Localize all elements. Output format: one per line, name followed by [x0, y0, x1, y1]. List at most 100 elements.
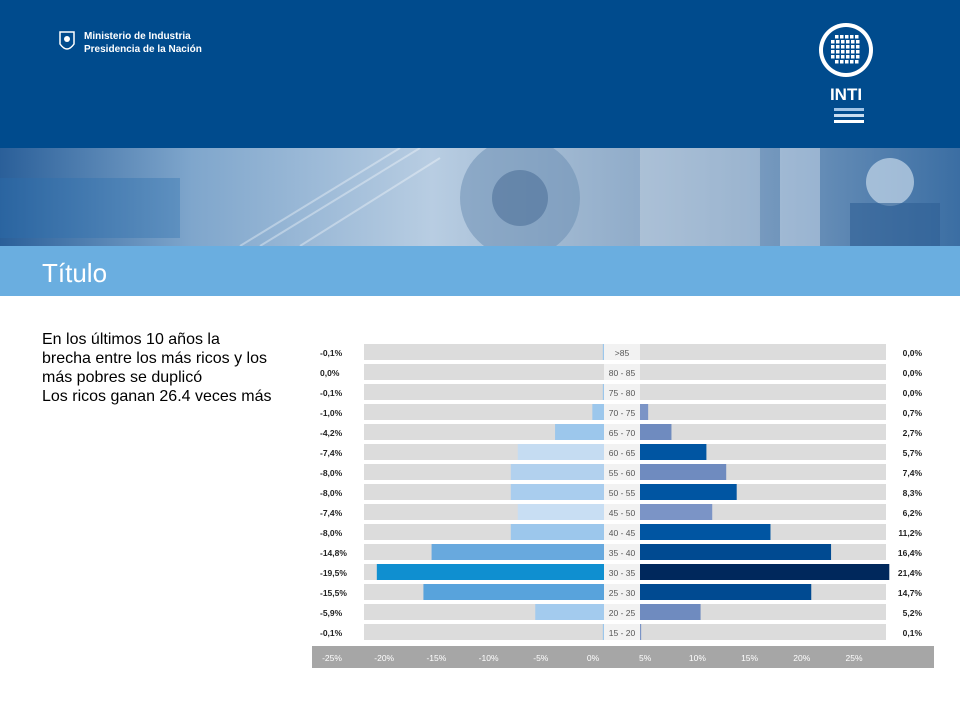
category-label: 40 - 45 [609, 528, 636, 538]
x-tick-label: 15% [741, 653, 758, 663]
right-bar [640, 444, 707, 460]
x-tick-label: -10% [479, 653, 499, 663]
inti-logo-icon: INTI [819, 23, 873, 123]
category-box [604, 584, 640, 600]
category-box [604, 484, 640, 500]
right-data-label: 14,7% [898, 588, 923, 598]
category-label: 20 - 25 [609, 608, 636, 618]
ministry-crest-icon [59, 31, 75, 50]
x-tick-label: 10% [689, 653, 706, 663]
right-data-label: 11,2% [898, 528, 922, 538]
category-label: 50 - 55 [609, 488, 636, 498]
right-data-label: 5,7% [903, 448, 923, 458]
category-box [604, 524, 640, 540]
right-bar [640, 604, 701, 620]
category-box [604, 564, 640, 580]
left-bar [535, 604, 604, 620]
title-bar [0, 246, 960, 296]
left-data-label: -8,0% [320, 488, 343, 498]
category-label: 30 - 35 [609, 568, 636, 578]
x-tick-label: 5% [639, 653, 652, 663]
right-bar [640, 584, 812, 600]
left-data-label: -0,1% [320, 348, 343, 358]
left-data-label: -4,2% [320, 428, 343, 438]
left-data-label: -0,1% [320, 388, 343, 398]
right-bar [640, 424, 672, 440]
left-data-label: -19,5% [320, 568, 347, 578]
left-bar [510, 524, 604, 540]
right-bar [640, 404, 649, 420]
category-label: 60 - 65 [609, 448, 636, 458]
right-data-label: 0,7% [903, 408, 923, 418]
left-bar [510, 464, 604, 480]
right-data-label: 16,4% [898, 548, 923, 558]
category-label: 55 - 60 [609, 468, 636, 478]
category-box [604, 404, 640, 420]
category-label: 45 - 50 [609, 508, 636, 518]
category-box [604, 444, 640, 460]
x-tick-label: 0% [587, 653, 600, 663]
left-data-label: -14,8% [320, 548, 347, 558]
right-data-label: 21,4% [898, 568, 923, 578]
category-label: 75 - 80 [609, 388, 636, 398]
left-data-label: -5,9% [320, 608, 343, 618]
ministry-label: Ministerio de Industria Presidencia de l… [84, 30, 202, 56]
left-bar [592, 404, 604, 420]
left-bar [602, 384, 604, 400]
right-data-label: 8,3% [903, 488, 923, 498]
left-bar [423, 584, 604, 600]
right-data-label: 0,0% [903, 348, 923, 358]
x-tick-label: -15% [426, 653, 446, 663]
left-data-label: -0,1% [320, 628, 343, 638]
category-label: >85 [615, 348, 630, 358]
ministry-subtitle: Presidencia de la Nación [84, 44, 202, 55]
banner-collage-image [0, 148, 940, 246]
ministry-name: Ministerio de Industria [84, 31, 191, 42]
right-data-label: 0,0% [903, 388, 923, 398]
body-paragraph: En los últimos 10 años la brecha entre l… [42, 331, 267, 386]
category-box [604, 384, 640, 400]
right-bar [640, 504, 713, 520]
body-paragraph: Los ricos ganan 26.4 veces más [42, 388, 272, 405]
left-data-label: -7,4% [320, 508, 343, 518]
left-data-label: -8,0% [320, 528, 343, 538]
right-data-label: 5,2% [903, 608, 923, 618]
category-label: 25 - 30 [609, 588, 636, 598]
category-label: 65 - 70 [609, 428, 636, 438]
right-data-label: 6,2% [903, 508, 923, 518]
category-box [604, 424, 640, 440]
right-bar [640, 524, 771, 540]
left-data-label: -1,0% [320, 408, 343, 418]
left-data-label: -8,0% [320, 468, 343, 478]
category-box [604, 504, 640, 520]
x-tick-label: -5% [533, 653, 549, 663]
left-bar [431, 544, 604, 560]
category-box [604, 464, 640, 480]
left-data-label: 0,0% [320, 368, 340, 378]
category-box [604, 364, 640, 380]
right-bar [640, 484, 737, 500]
inti-logo-text: INTI [830, 85, 862, 104]
x-tick-label: -25% [322, 653, 342, 663]
right-data-label: 2,7% [903, 428, 923, 438]
left-data-label: -7,4% [320, 448, 343, 458]
category-label: 35 - 40 [609, 548, 636, 558]
left-bar [510, 484, 604, 500]
left-bar [517, 504, 604, 520]
category-label: 15 - 20 [609, 628, 636, 638]
category-label: 70 - 75 [609, 408, 636, 418]
right-data-label: 7,4% [903, 468, 923, 478]
right-data-label: 0,1% [903, 628, 923, 638]
category-box [604, 344, 640, 360]
slide-title: Título [42, 258, 108, 288]
left-bar [555, 424, 604, 440]
right-bar [640, 564, 890, 580]
category-box [604, 624, 640, 640]
header-photo-banner [0, 148, 960, 246]
category-label: 80 - 85 [609, 368, 636, 378]
x-tick-label: -20% [374, 653, 394, 663]
x-tick-label: 20% [793, 653, 810, 663]
right-bar [640, 624, 642, 640]
income-pyramid-chart: >85 -0,1% 0,0% 80 - 85 0,0% 0,0% 75 - 80 -0,1% 0… [312, 344, 934, 668]
left-bar [376, 564, 604, 580]
